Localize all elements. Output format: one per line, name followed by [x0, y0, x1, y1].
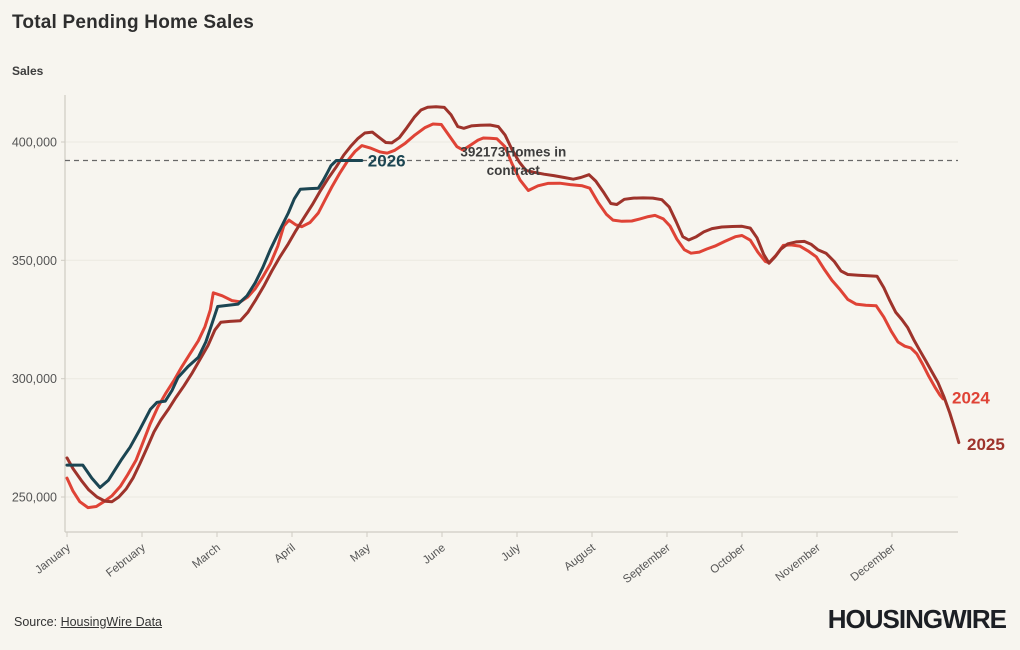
- x-tick-label: September: [621, 542, 673, 586]
- y-tick-label: 250,000: [12, 491, 57, 505]
- x-tick-label: July: [499, 542, 523, 564]
- y-tick-label: 400,000: [12, 136, 57, 150]
- source-link[interactable]: HousingWire Data: [60, 615, 162, 629]
- y-axis-title: Sales: [12, 64, 44, 78]
- reference-annotation: 392173Homes in contract: [460, 145, 566, 179]
- x-tick-label: March: [190, 542, 223, 571]
- x-tick-label: May: [348, 542, 373, 565]
- series-line-2026: [65, 159, 364, 489]
- x-tick-label: January: [33, 542, 73, 577]
- y-tick-label: 350,000: [12, 254, 57, 268]
- x-tick-label: April: [272, 542, 298, 566]
- chart-title: Total Pending Home Sales: [12, 12, 254, 33]
- series-line-2025: [65, 105, 961, 504]
- x-tick-label: November: [774, 542, 823, 584]
- x-tick-label: February: [104, 542, 148, 580]
- x-tick-label: June: [421, 542, 448, 567]
- x-tick-label: December: [849, 542, 898, 584]
- series-label-2024: 2024: [952, 389, 990, 408]
- housingwire-logo: HOUSINGWIRE: [827, 604, 1007, 634]
- series-line-2024: [65, 122, 945, 510]
- source-prefix: Source:: [14, 615, 61, 629]
- y-tick-label: 300,000: [12, 372, 57, 386]
- series-label-2025: 2025: [967, 435, 1005, 454]
- x-tick-label: August: [562, 541, 598, 573]
- series-label-2026: 2026: [368, 152, 406, 171]
- x-tick-label: October: [708, 542, 748, 577]
- source-note: Source: HousingWire Data: [14, 615, 162, 629]
